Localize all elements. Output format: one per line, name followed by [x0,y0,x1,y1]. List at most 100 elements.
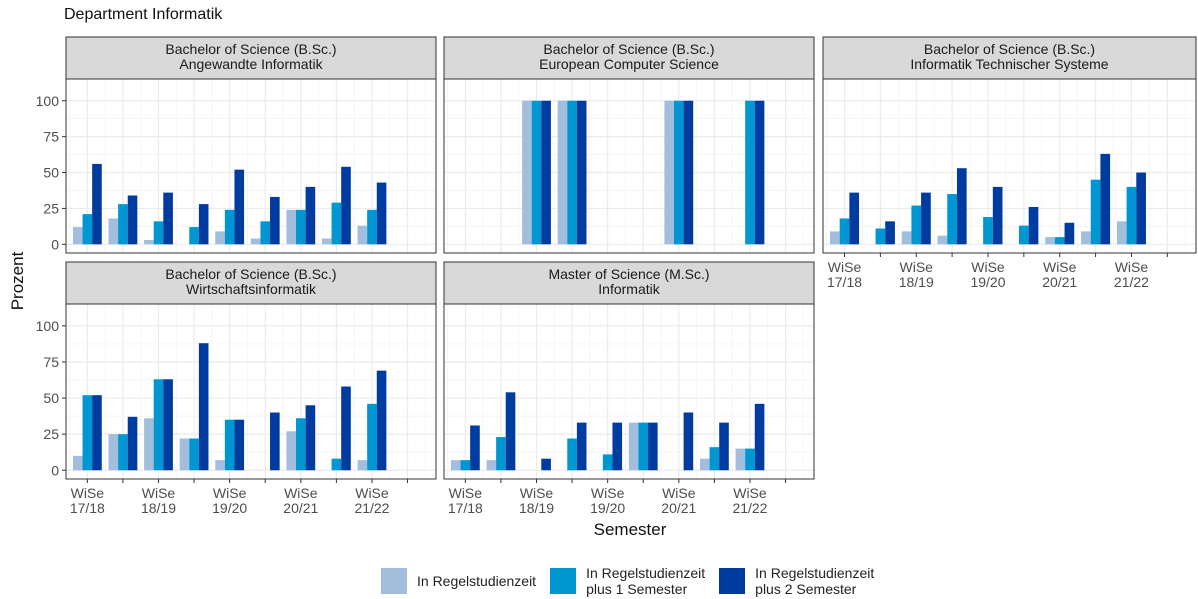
bar [270,196,280,245]
bar [1054,237,1065,245]
bar [144,418,154,471]
x-tick-label: WiSe [900,259,934,275]
bar [486,460,497,471]
x-tick-label: 20/21 [661,500,696,516]
bar [72,455,83,471]
panel-title-line: Bachelor of Science (B.Sc.) [165,41,336,57]
bar [1064,222,1075,245]
bar [144,239,154,245]
bar [470,425,480,471]
bar [745,448,755,471]
bar [118,434,128,471]
x-tick-label: WiSe [733,485,767,501]
bar [215,460,225,471]
bar [198,204,209,245]
y-tick-label: 25 [43,426,59,442]
bar [341,166,351,245]
bar [911,205,922,245]
legend-item-plus2: In Regelstudienzeit plus 2 Semester [719,565,874,597]
bar [496,437,506,471]
bar [541,458,551,471]
x-tick-label: WiSe [284,485,318,501]
bar [885,221,895,245]
bar [992,186,1003,245]
y-tick-label: 50 [43,165,59,181]
bar [921,192,931,245]
x-tick-label: WiSe [520,485,554,501]
bar [367,209,377,245]
x-tick-label: 18/19 [141,500,176,516]
bar [754,100,765,245]
bar [829,231,840,245]
bar [1028,206,1039,245]
bar [612,422,623,471]
bar [505,392,516,471]
y-tick-label: 100 [36,318,60,334]
bar [127,416,138,471]
bar [341,386,351,471]
bar [875,228,886,245]
x-tick-label: 17/18 [827,274,862,290]
bar [602,454,613,471]
x-tick-label: 19/20 [970,274,1005,290]
bar [234,169,245,245]
bar [450,460,461,471]
panel-strip [65,36,437,80]
bar [286,209,297,245]
bar [234,419,245,471]
x-tick-label: WiSe [828,259,862,275]
bar [108,434,119,471]
bar [198,343,209,471]
bar [163,379,173,471]
bar [699,458,710,471]
bar [839,218,850,245]
bar [127,195,138,245]
chart-subtitle: Department Informatik [64,6,223,23]
y-tick-label: 0 [51,236,59,252]
bar [576,422,587,471]
y-tick-label: 25 [43,200,59,216]
bar [82,395,93,471]
legend-swatch-regel [381,568,407,594]
bar [674,100,684,245]
bar [1100,153,1111,245]
bar [224,209,235,245]
bar [376,182,387,245]
bar [376,370,387,471]
bar [305,186,316,245]
panel-title-line: Informatik Technischer Systeme [910,56,1108,72]
x-tick-label: 20/21 [283,500,318,516]
bar [250,238,261,245]
bar [92,395,102,471]
x-tick-label: 18/19 [519,500,554,516]
bar [163,192,173,245]
x-tick-label: WiSe [355,485,389,501]
bar [357,460,368,471]
bar [153,221,164,245]
bar [215,231,225,245]
bar [956,168,967,245]
x-tick-label: WiSe [971,259,1005,275]
bar [305,405,316,471]
bar [648,422,658,471]
panel-title-line: Informatik [598,281,660,297]
faceted-bar-chart: Bachelor of Science (B.Sc.)Angewandte In… [8,36,1197,539]
bar [321,238,332,245]
bar [1045,237,1055,245]
panel-title-line: Bachelor of Science (B.Sc.) [543,41,714,57]
panel-border [443,303,815,480]
bar [72,227,83,245]
x-tick-label: 21/22 [354,500,389,516]
panel-border [822,78,1197,254]
panel-title-line: Angewandte Informatik [179,56,323,72]
x-tick-label: WiSe [662,485,696,501]
y-tick-label: 75 [43,129,59,145]
bar [108,218,119,245]
y-axis-title: Prozent [8,251,27,310]
bar [709,447,720,471]
bar [92,163,102,245]
bar [735,448,746,471]
bar [849,192,860,245]
legend-swatch-plus1 [550,568,577,594]
x-tick-label: 19/20 [590,500,625,516]
